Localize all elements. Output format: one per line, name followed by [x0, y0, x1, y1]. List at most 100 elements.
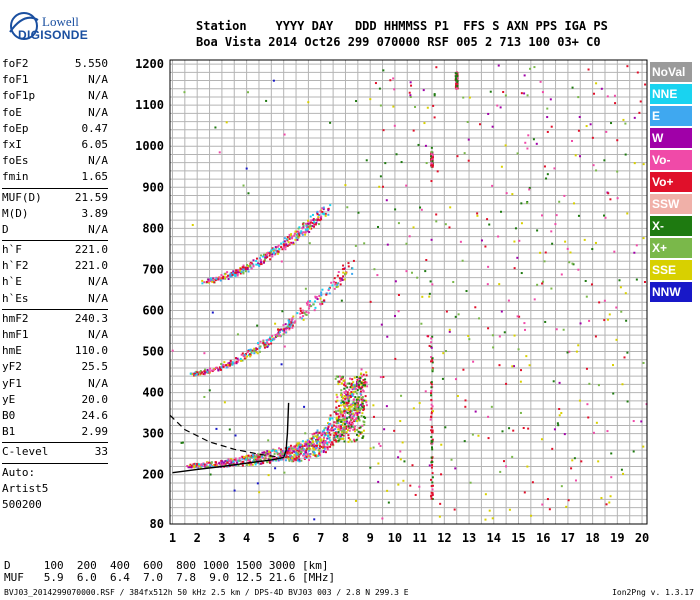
echo-point [348, 404, 351, 407]
echo-point [315, 431, 318, 434]
echo-point [353, 440, 356, 443]
x-axis-tick-labels: 1 2 3 4 5 6 7 8 9 10 11 12 13 14 15 16 17 18 19 20 [169, 531, 649, 545]
echo-point [350, 425, 353, 428]
echo-point [304, 454, 307, 457]
echo-point [431, 335, 434, 338]
echo-point [352, 426, 355, 429]
echo-point [283, 329, 286, 332]
echo-point [632, 450, 635, 453]
echo-point [312, 447, 315, 450]
echo-point [307, 219, 310, 222]
echo-point [616, 197, 619, 200]
echo-point [230, 463, 233, 466]
echo-point [338, 404, 341, 407]
echo-point [241, 352, 244, 355]
echo-point [346, 408, 349, 411]
echo-point [247, 270, 250, 273]
echo-point [341, 268, 344, 271]
echo-point [329, 445, 332, 448]
echo-point [499, 470, 502, 473]
echo-point [394, 208, 397, 211]
echo-point [309, 215, 312, 218]
echo-point [329, 428, 332, 431]
echo-point [297, 230, 300, 233]
echo-point [497, 235, 500, 238]
echo-point [271, 253, 274, 256]
echo-point [574, 479, 577, 482]
echo-point [196, 371, 199, 374]
echo-point [542, 280, 545, 283]
echo-point [354, 420, 357, 423]
echo-point [358, 405, 361, 408]
echo-point [262, 340, 265, 343]
param-row: yE 20.0 [2, 392, 108, 408]
echo-point [291, 460, 294, 463]
echo-point [317, 216, 320, 219]
echo-point [231, 459, 234, 462]
echo-point [362, 379, 365, 382]
echo-point [323, 446, 326, 449]
echo-point [215, 465, 218, 468]
echo-point [283, 133, 286, 136]
echo-point [563, 433, 566, 436]
echo-point [456, 395, 459, 398]
echo-point [353, 420, 356, 423]
echo-point [344, 390, 347, 393]
echo-point [256, 342, 259, 345]
echo-point [474, 410, 477, 413]
echo-point [417, 143, 420, 146]
echo-point [298, 442, 301, 445]
echo-point [318, 454, 321, 457]
echo-point [455, 85, 458, 88]
file-info: BVJ03_2014299070000.RSF / 384fx512h 50 k… [4, 588, 409, 597]
echo-point [352, 408, 355, 411]
echo-point [288, 327, 291, 330]
echo-point [329, 417, 332, 420]
echo-point [242, 266, 245, 269]
echo-point [322, 446, 325, 449]
echo-point [288, 233, 291, 236]
echo-point [355, 392, 358, 395]
echo-point [191, 373, 194, 376]
echo-point [343, 431, 346, 434]
echo-point [583, 238, 586, 241]
echo-point [361, 402, 364, 405]
echo-point [289, 242, 292, 245]
echo-point [409, 484, 412, 487]
echo-point [210, 278, 213, 281]
echo-point [270, 456, 273, 459]
echo-point [325, 441, 328, 444]
echo-point [337, 383, 340, 386]
echo-point [354, 244, 357, 247]
echo-point [340, 396, 343, 399]
echo-point [345, 404, 348, 407]
param-label: h`Es [2, 291, 29, 305]
legend-item: NNE [650, 84, 692, 104]
echo-point [252, 456, 255, 459]
legend-item: SSE [650, 260, 692, 280]
echo-point [605, 503, 608, 506]
echo-point [468, 96, 471, 99]
echo-point [197, 465, 200, 468]
echo-point [302, 448, 305, 451]
echo-point [347, 434, 350, 437]
echo-point [352, 428, 355, 431]
echo-point [219, 463, 222, 466]
echo-point [361, 406, 364, 409]
echo-point [359, 392, 362, 395]
echo-point [305, 449, 308, 452]
echo-point [305, 444, 308, 447]
echo-point [278, 331, 281, 334]
echo-point [198, 464, 201, 467]
echo-point [430, 394, 433, 397]
echo-point [476, 214, 479, 217]
echo-point [611, 364, 614, 367]
echo-point [171, 349, 174, 352]
echo-point [603, 159, 606, 162]
echo-point [528, 188, 531, 191]
echo-point [527, 427, 530, 430]
echo-point [252, 265, 255, 268]
echo-point [376, 274, 379, 277]
echo-point [341, 411, 344, 414]
echo-point [348, 416, 351, 419]
